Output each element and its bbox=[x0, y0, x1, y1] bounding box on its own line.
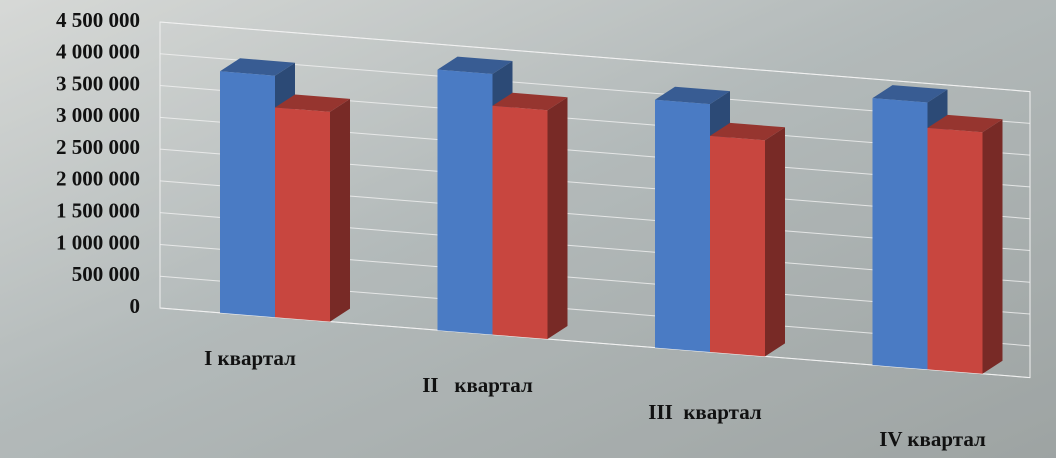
bar-front bbox=[872, 98, 928, 370]
x-tick-label: II квартал bbox=[422, 373, 533, 397]
bar-side bbox=[330, 98, 350, 322]
bar-top bbox=[927, 114, 1003, 133]
bar-front bbox=[275, 107, 330, 322]
bar-top bbox=[437, 56, 513, 75]
y-tick-label: 0 bbox=[130, 294, 141, 318]
y-tick-label: 4 000 000 bbox=[56, 40, 140, 64]
x-tick-label: III квартал bbox=[648, 400, 762, 424]
bar-top bbox=[710, 122, 785, 141]
y-tick-label: 2 500 000 bbox=[56, 135, 140, 159]
bar-top bbox=[872, 85, 948, 103]
bar-front bbox=[927, 127, 983, 374]
bar-front bbox=[220, 71, 275, 318]
bar bbox=[710, 122, 785, 357]
bar bbox=[927, 114, 1003, 374]
bar-top bbox=[275, 94, 350, 112]
bar-front bbox=[710, 135, 765, 357]
bar-front bbox=[655, 99, 710, 352]
bar-side bbox=[547, 97, 568, 339]
bar-top bbox=[220, 58, 295, 76]
bar-side bbox=[765, 127, 785, 357]
plot-area: 0 500 000 1 000 000 1 500 000 2 000 000 2 500… bbox=[56, 8, 1031, 451]
x-tick-label: I квартал bbox=[204, 346, 296, 370]
y-tick-label: 2 000 000 bbox=[56, 167, 140, 191]
bar bbox=[492, 92, 568, 339]
grid-line bbox=[159, 21, 1031, 93]
bar-front bbox=[492, 105, 548, 339]
x-tick-label: IV квартал bbox=[879, 427, 986, 451]
bar bbox=[275, 94, 350, 322]
bar-top bbox=[655, 86, 730, 105]
y-tick-label: 3 500 000 bbox=[56, 71, 140, 95]
y-tick-label: 3 000 000 bbox=[56, 103, 140, 127]
bar-side bbox=[982, 119, 1003, 374]
bar-top bbox=[492, 92, 568, 111]
y-tick-label: 4 500 000 bbox=[56, 8, 140, 32]
bar-front bbox=[437, 69, 493, 335]
y-tick-label: 1 500 000 bbox=[56, 198, 140, 222]
y-tick-label: 1 000 000 bbox=[56, 230, 140, 254]
y-tick-label: 500 000 bbox=[72, 262, 140, 286]
